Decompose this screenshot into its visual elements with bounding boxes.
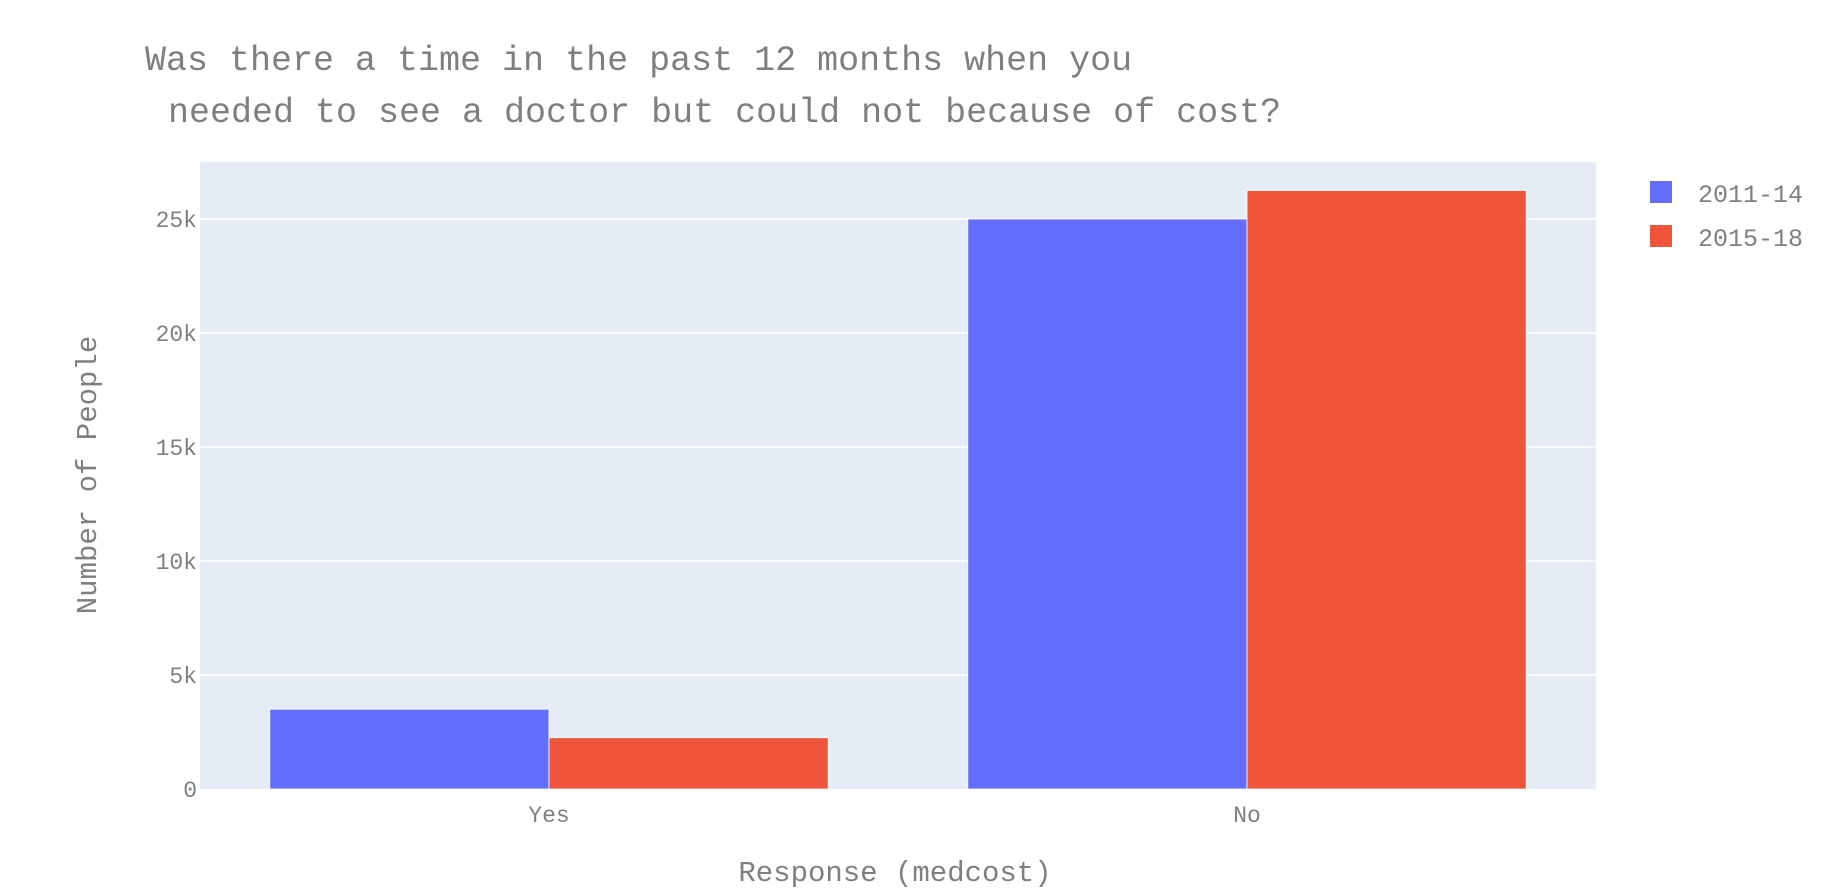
y-tick-label: 15k [156, 436, 197, 462]
chart-title-line-2: needed to see a doctor but could not bec… [168, 93, 1281, 133]
y-tick-label: 0 [183, 778, 197, 804]
y-tick-label: 5k [169, 664, 197, 690]
y-axis-ticks: 0 5k 10k 15k 20k 25k [156, 208, 197, 804]
bar-yes-2011-14 [269, 708, 550, 790]
x-axis-title: Response (medcost) [738, 857, 1051, 890]
legend-label: 2011-14 [1698, 181, 1803, 210]
legend: 2011-14 2015-18 [1650, 181, 1803, 254]
y-tick-label: 20k [156, 322, 197, 348]
x-axis-ticks: Yes No [528, 803, 1261, 829]
bars [269, 190, 1527, 790]
bar-no-2011-14 [967, 218, 1248, 790]
y-tick-label: 25k [156, 208, 197, 234]
legend-swatch [1650, 181, 1672, 203]
bar-yes-2015-18 [548, 737, 829, 790]
legend-swatch [1650, 225, 1672, 247]
legend-label: 2015-18 [1698, 225, 1803, 254]
y-axis-title: Number of People [72, 336, 105, 614]
x-tick-label: No [1233, 803, 1261, 829]
bar-no-2015-18 [1246, 190, 1527, 790]
x-tick-label: Yes [528, 803, 569, 829]
y-tick-label: 10k [156, 550, 197, 576]
chart-title-line-1: Was there a time in the past 12 months w… [145, 41, 1132, 81]
